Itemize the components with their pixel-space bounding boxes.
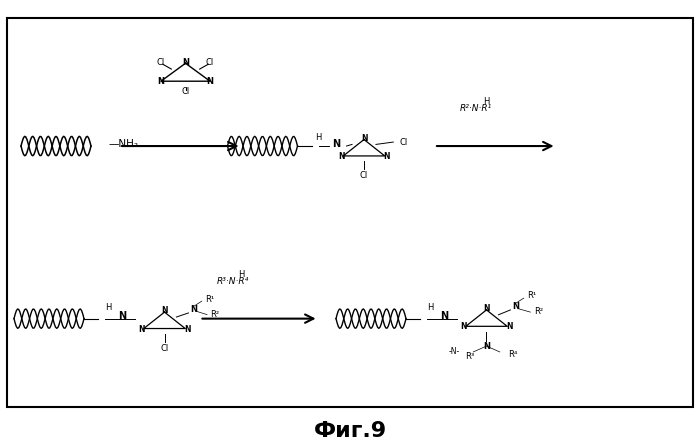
Text: -N-: -N-	[449, 347, 460, 356]
Text: N: N	[332, 139, 340, 149]
Text: N: N	[190, 305, 197, 314]
Text: Фиг.9: Фиг.9	[314, 421, 386, 441]
Text: H: H	[105, 303, 112, 312]
Text: R¹: R¹	[527, 291, 536, 300]
Text: R²·N·R¹: R²·N·R¹	[460, 104, 492, 113]
Text: —NH₂: —NH₂	[108, 139, 139, 149]
Text: R¹: R¹	[205, 295, 214, 304]
Text: R²: R²	[211, 310, 220, 319]
Text: N: N	[440, 311, 449, 321]
Text: H: H	[238, 270, 245, 279]
Text: H: H	[427, 303, 434, 312]
Text: Cl: Cl	[157, 58, 165, 67]
Text: N: N	[338, 152, 344, 161]
Text: N: N	[158, 77, 164, 86]
Text: N: N	[483, 304, 490, 313]
Text: Cl: Cl	[206, 58, 214, 67]
Text: R³: R³	[466, 352, 475, 361]
Text: Cl: Cl	[160, 344, 169, 353]
Text: N: N	[118, 311, 127, 321]
Text: N: N	[384, 152, 390, 161]
Text: N: N	[483, 341, 490, 351]
Text: Cl: Cl	[360, 171, 368, 180]
Text: H: H	[483, 97, 490, 106]
Text: N: N	[182, 58, 189, 67]
Text: N: N	[139, 325, 145, 333]
Text: N: N	[512, 302, 519, 311]
Text: N: N	[360, 134, 368, 143]
Text: Cl: Cl	[400, 138, 408, 147]
Text: R³·N·R⁴: R³·N·R⁴	[216, 277, 248, 285]
Text: N: N	[184, 325, 190, 333]
Text: R²: R²	[534, 307, 543, 316]
Text: N: N	[461, 322, 467, 331]
Text: N: N	[206, 77, 214, 86]
Text: N: N	[161, 306, 168, 315]
Text: N: N	[506, 322, 512, 331]
Text: R⁴: R⁴	[508, 350, 517, 359]
Text: H: H	[315, 133, 322, 142]
FancyBboxPatch shape	[7, 18, 693, 407]
Text: Cl: Cl	[181, 87, 190, 96]
